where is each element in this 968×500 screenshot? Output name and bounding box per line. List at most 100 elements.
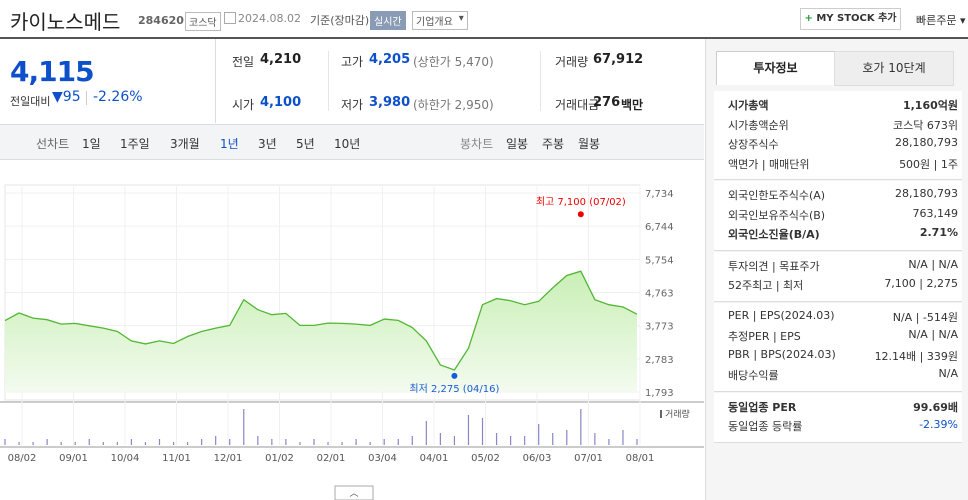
quote-panel: 4,115 전일대비 ▼95 -2.26% 전일 4,210 고가 4,205 (상한가… xyxy=(0,39,704,123)
y-tick-label: 5,754 xyxy=(645,255,674,266)
volume-bar xyxy=(158,439,161,445)
quote-value: 276 xyxy=(593,95,621,110)
volume-bar xyxy=(510,436,512,445)
date: 2024.08.02 xyxy=(238,12,301,25)
low-label: 최저 2,275 (04/16) xyxy=(409,383,499,395)
high-marker xyxy=(577,211,584,218)
info-table: 시가총액 1,160억원 시가총액순위 코스닥 673위 상장주식수 28,180,793… xyxy=(714,87,962,443)
x-tick-label: 09/01 xyxy=(59,453,88,464)
period-tab[interactable]: 10년 xyxy=(334,137,361,151)
info-value: 코스닥 673위 xyxy=(893,118,958,132)
x-tick-label: 12/01 xyxy=(214,453,243,464)
company-button[interactable]: 기업개요 ▾ xyxy=(412,11,468,30)
volume-bar xyxy=(439,433,441,445)
quick-order-label: 빠른주문 xyxy=(916,14,957,27)
price-line xyxy=(4,270,638,371)
info-section: 동일업종 PER 99.69배 동일업종 등락률 -2.39% xyxy=(714,392,962,443)
info-section: 시가총액 1,160억원 시가총액순위 코스닥 673위 상장주식수 28,180,793… xyxy=(714,91,962,180)
info-value: 12.14배 | 339원 xyxy=(874,349,958,363)
info-row: 외국인소진율(B/A) 2.71% xyxy=(728,226,958,242)
side-tab[interactable]: 투자정보 xyxy=(716,51,835,85)
volume-bar xyxy=(313,439,315,445)
volume-bar xyxy=(285,439,287,445)
candle-tab[interactable]: 일봉 xyxy=(506,137,529,151)
quote-extra: (상한가 5,470) xyxy=(413,55,494,69)
volume-bar xyxy=(397,439,399,445)
volume-bar xyxy=(481,418,484,445)
divider xyxy=(328,51,329,111)
x-tick-label: 10/04 xyxy=(111,453,140,464)
mystock-label: MY STOCK 추가 xyxy=(816,13,897,24)
info-label: PBR | BPS(2024.03) xyxy=(728,347,836,361)
info-row: 동일업종 등락률 -2.39% xyxy=(728,418,958,434)
volume-bar xyxy=(32,442,34,445)
info-label: 외국인소진율(B/A) xyxy=(728,228,820,241)
y-tick-label: 6,744 xyxy=(645,222,674,233)
volume-bar xyxy=(425,421,427,445)
realtime-tag[interactable]: 실시간 xyxy=(370,11,406,30)
stock-code: 284620 xyxy=(138,14,184,27)
info-value: N/A | N/A xyxy=(908,257,958,271)
quick-order[interactable]: 빠른주문 ▾ xyxy=(916,14,966,27)
volume-legend-icon xyxy=(660,410,662,418)
quote-extra: (하한가 2,950) xyxy=(413,98,494,112)
volume-bar xyxy=(18,442,20,445)
x-tick-label: 11/01 xyxy=(162,453,191,464)
period-tab[interactable]: 3년 xyxy=(258,137,277,151)
info-value: 28,180,793 xyxy=(895,187,958,200)
info-value: -2.39% xyxy=(919,418,958,431)
mystock-button[interactable]: + MY STOCK 추가 xyxy=(800,8,901,30)
side-tab[interactable]: 호가 10단계 xyxy=(834,51,954,86)
volume-bar xyxy=(201,439,203,445)
y-tick-label: 3,773 xyxy=(645,322,674,333)
quote-value: 67,912 xyxy=(593,52,644,67)
divider xyxy=(215,39,216,123)
volume-bar xyxy=(257,436,259,445)
x-tick-label: 08/02 xyxy=(8,453,37,464)
side-panel: 투자정보 호가 10단계 시가총액 1,160억원 시가총액순위 코스닥 673위 상장주… xyxy=(705,39,968,500)
candle-tab[interactable]: 주봉 xyxy=(542,137,565,151)
quote-label: 저가 xyxy=(341,98,364,112)
info-value: 2.71% xyxy=(919,226,958,239)
period-tab[interactable]: 1년 xyxy=(220,137,239,151)
info-label: 외국인보유주식수(B) xyxy=(728,208,826,222)
toggle-icon: ︿ xyxy=(349,489,358,499)
volume-bar xyxy=(102,442,104,445)
quote-value: 4,205 xyxy=(369,52,411,67)
period-tab[interactable]: 1주일 xyxy=(120,137,150,151)
stock-name: 카이노스메드 xyxy=(10,10,121,34)
candle-tab[interactable]: 월봉 xyxy=(578,137,601,151)
line-chart-label: 선차트 xyxy=(36,137,70,151)
volume-bar xyxy=(538,424,540,445)
x-tick-label: 05/02 xyxy=(471,453,500,464)
period-tab[interactable]: 5년 xyxy=(296,137,315,151)
volume-bar xyxy=(88,439,90,445)
volume-bar xyxy=(341,442,343,445)
period-tab[interactable]: 3개월 xyxy=(170,137,200,151)
info-section: 외국인한도주식수(A) 28,180,793 외국인보유주식수(B) 763,149 외… xyxy=(714,181,962,251)
info-value: 1,160억원 xyxy=(902,99,958,112)
info-label: 52주최고 | 최저 xyxy=(728,279,804,292)
toggle-button[interactable] xyxy=(334,485,374,500)
volume-bar xyxy=(243,409,245,445)
x-tick-label: 01/02 xyxy=(265,453,294,464)
volume-bar xyxy=(229,439,231,445)
info-row: 시가총액 1,160억원 xyxy=(728,97,958,113)
info-value: 7,100 | 2,275 xyxy=(884,277,958,290)
candle-chart-label: 봉차트 xyxy=(460,137,494,151)
volume-bar xyxy=(172,442,175,445)
caret: ▾ xyxy=(458,13,464,24)
quote-label: 고가 xyxy=(341,55,364,69)
info-label: 투자의견 | 목표주가 xyxy=(728,259,820,273)
info-value: N/A | N/A xyxy=(908,328,958,341)
info-label: 상장주식수 xyxy=(728,138,779,151)
volume-bar xyxy=(60,442,62,445)
info-label: 추정PER | EPS xyxy=(728,330,801,343)
calendar-icon xyxy=(224,12,236,24)
volume-bar xyxy=(622,430,624,445)
y-tick-label: 1,793 xyxy=(645,388,674,399)
quote-value: 3,980 xyxy=(369,95,411,110)
period-tab[interactable]: 1일 xyxy=(82,137,101,151)
divider xyxy=(540,51,541,111)
x-tick-label: 08/01 xyxy=(626,453,655,464)
